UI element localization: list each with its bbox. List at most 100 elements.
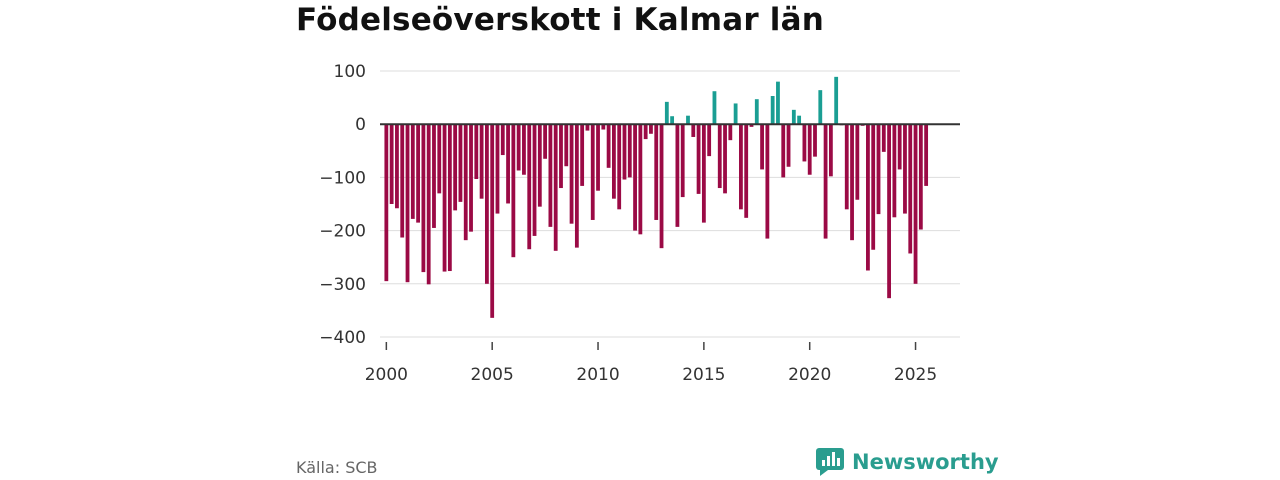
- bar: [484, 124, 489, 284]
- bar: [776, 81, 780, 125]
- bar: [537, 124, 542, 207]
- bar: [696, 124, 701, 194]
- bar: [564, 124, 569, 167]
- bar: [432, 124, 436, 228]
- bar: [522, 124, 526, 175]
- bar: [765, 124, 770, 239]
- bar: [813, 124, 817, 157]
- brand-name: Newsworthy: [852, 450, 999, 474]
- newsworthy-logo[interactable]: Newsworthy: [816, 448, 999, 476]
- bar: [437, 124, 442, 194]
- bar: [659, 124, 664, 249]
- bar: [818, 90, 823, 125]
- bar: [850, 124, 854, 241]
- source-note: Källa: SCB: [296, 458, 378, 477]
- bar: [717, 124, 722, 189]
- bar: [903, 124, 907, 214]
- bar: [866, 124, 870, 271]
- bar: [442, 124, 447, 272]
- bar: [463, 124, 468, 241]
- bar: [527, 124, 532, 250]
- bar-layer: [384, 76, 929, 318]
- bar: [516, 124, 521, 171]
- bar: [744, 124, 749, 218]
- bar: [606, 124, 611, 168]
- bar: [791, 109, 796, 125]
- bar: [612, 124, 616, 199]
- chart-title: Födelseöverskott i Kalmar län: [296, 2, 825, 38]
- bar: [802, 124, 807, 162]
- bar: [426, 124, 431, 285]
- bar: [701, 124, 706, 223]
- bar: [871, 124, 876, 250]
- bar: [511, 124, 516, 258]
- bar: [834, 76, 839, 125]
- bar: [395, 124, 399, 209]
- newsworthy-icon: [816, 448, 844, 476]
- y-tick-label: −100: [319, 168, 366, 188]
- bar: [887, 124, 891, 299]
- bar: [585, 124, 590, 131]
- bar: [553, 124, 558, 251]
- bar: [897, 124, 902, 170]
- bar: [654, 124, 659, 220]
- y-tick-label: 100: [334, 62, 366, 82]
- bar: [913, 124, 918, 284]
- x-tick-label: 2010: [576, 365, 619, 385]
- bar: [410, 124, 415, 219]
- y-tick-label: −400: [319, 328, 366, 348]
- bar: [458, 124, 463, 202]
- y-tick-label: −200: [319, 222, 366, 242]
- bar: [548, 124, 553, 227]
- bar: [532, 124, 537, 236]
- bar: [617, 124, 622, 210]
- bar: [733, 103, 738, 125]
- bar: [924, 124, 929, 186]
- bar: [633, 124, 637, 231]
- bar: [447, 124, 452, 272]
- bar: [781, 124, 786, 178]
- y-axis-labels: 100 0 −100 −200 −300 −400: [319, 62, 366, 348]
- bar: [469, 124, 473, 232]
- bar: [643, 124, 648, 140]
- bar: [707, 124, 712, 157]
- bar: [405, 124, 410, 283]
- bar: [389, 124, 394, 204]
- bar: [786, 124, 791, 167]
- x-axis: 2000 2005 2010 2015 2020 2025: [365, 342, 937, 385]
- bar: [622, 124, 627, 180]
- bar: [500, 124, 505, 156]
- bar: [691, 124, 696, 137]
- bar: [506, 124, 510, 204]
- bar: [876, 124, 881, 215]
- x-tick-label: 2005: [471, 365, 514, 385]
- bar: [807, 124, 812, 175]
- bar: [728, 124, 733, 141]
- bar: [601, 124, 606, 130]
- bar: [421, 124, 426, 273]
- bar: [543, 124, 548, 159]
- bar: [754, 99, 759, 125]
- bar: [739, 124, 743, 210]
- bar: [881, 124, 886, 152]
- y-tick-label: 0: [355, 115, 366, 135]
- bar: [823, 124, 828, 239]
- bar: [712, 91, 717, 125]
- bar: [686, 115, 690, 125]
- bar: [627, 124, 632, 178]
- bar: [797, 115, 802, 125]
- bar: [675, 124, 680, 227]
- x-tick-label: 2025: [894, 365, 937, 385]
- bar: [664, 101, 669, 125]
- bar: [590, 124, 595, 220]
- bar: [416, 124, 421, 223]
- bar: [760, 124, 764, 170]
- bar: [770, 96, 775, 125]
- bar: [892, 124, 897, 218]
- y-tick-label: −300: [319, 275, 366, 295]
- bar: [490, 124, 495, 318]
- bar: [844, 124, 849, 210]
- bar: [855, 124, 860, 200]
- bar: [649, 124, 653, 134]
